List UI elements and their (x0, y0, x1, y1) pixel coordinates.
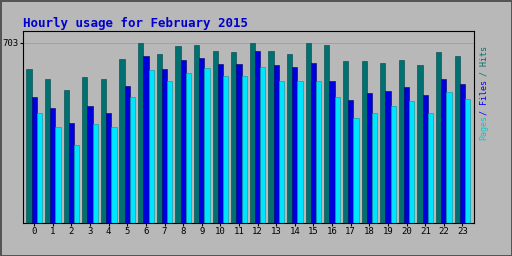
Bar (335, 97, 340, 223)
Bar (436, 52, 441, 223)
Bar (242, 76, 247, 223)
Bar (372, 113, 377, 223)
Bar (311, 63, 316, 223)
Bar (69, 123, 74, 223)
Bar (63, 90, 69, 223)
Bar (194, 45, 199, 223)
Bar (231, 52, 237, 223)
Bar (218, 64, 223, 223)
Bar (125, 86, 130, 223)
Bar (292, 67, 297, 223)
Bar (343, 61, 348, 223)
Bar (157, 54, 162, 223)
Bar (316, 81, 322, 223)
Bar (143, 56, 148, 223)
Bar (130, 97, 135, 223)
Bar (162, 69, 167, 223)
Bar (279, 81, 284, 223)
Bar (55, 127, 60, 223)
Bar (82, 77, 88, 223)
Bar (111, 127, 117, 223)
Bar (409, 101, 414, 223)
Bar (422, 95, 428, 223)
Bar (148, 70, 154, 223)
Bar (367, 93, 372, 223)
Bar (50, 108, 55, 223)
Bar (361, 61, 367, 223)
Bar (119, 59, 125, 223)
Bar (181, 60, 186, 223)
Bar (74, 145, 79, 223)
Bar (386, 91, 391, 223)
Text: Pages: Pages (479, 115, 488, 141)
Bar (287, 54, 292, 223)
Bar (465, 99, 470, 223)
Bar (32, 97, 37, 223)
Bar (455, 56, 460, 223)
Bar (27, 69, 32, 223)
Bar (37, 113, 42, 223)
Bar (260, 67, 265, 223)
Bar (237, 64, 242, 223)
Bar (204, 68, 209, 223)
Bar (250, 43, 255, 223)
Bar (175, 46, 181, 223)
Bar (380, 63, 386, 223)
Text: Hourly usage for February 2015: Hourly usage for February 2015 (23, 17, 248, 29)
Bar (45, 79, 50, 223)
Bar (306, 43, 311, 223)
Bar (324, 45, 330, 223)
Bar (212, 51, 218, 223)
Bar (268, 51, 273, 223)
Text: / Files: / Files (479, 80, 488, 115)
Bar (441, 79, 446, 223)
Bar (353, 118, 358, 223)
Bar (255, 51, 260, 223)
Text: / Hits: / Hits (479, 46, 488, 77)
Bar (88, 106, 93, 223)
Bar (101, 79, 106, 223)
Bar (391, 106, 396, 223)
Bar (186, 73, 191, 223)
Bar (138, 43, 143, 223)
Bar (417, 65, 422, 223)
Bar (330, 81, 335, 223)
Bar (399, 60, 404, 223)
Bar (297, 81, 303, 223)
Bar (273, 65, 279, 223)
Bar (223, 76, 228, 223)
Bar (348, 100, 353, 223)
Bar (167, 81, 173, 223)
Bar (93, 124, 98, 223)
Bar (460, 84, 465, 223)
Bar (106, 113, 111, 223)
Bar (428, 113, 433, 223)
Bar (199, 58, 204, 223)
Bar (404, 87, 409, 223)
Bar (446, 92, 452, 223)
